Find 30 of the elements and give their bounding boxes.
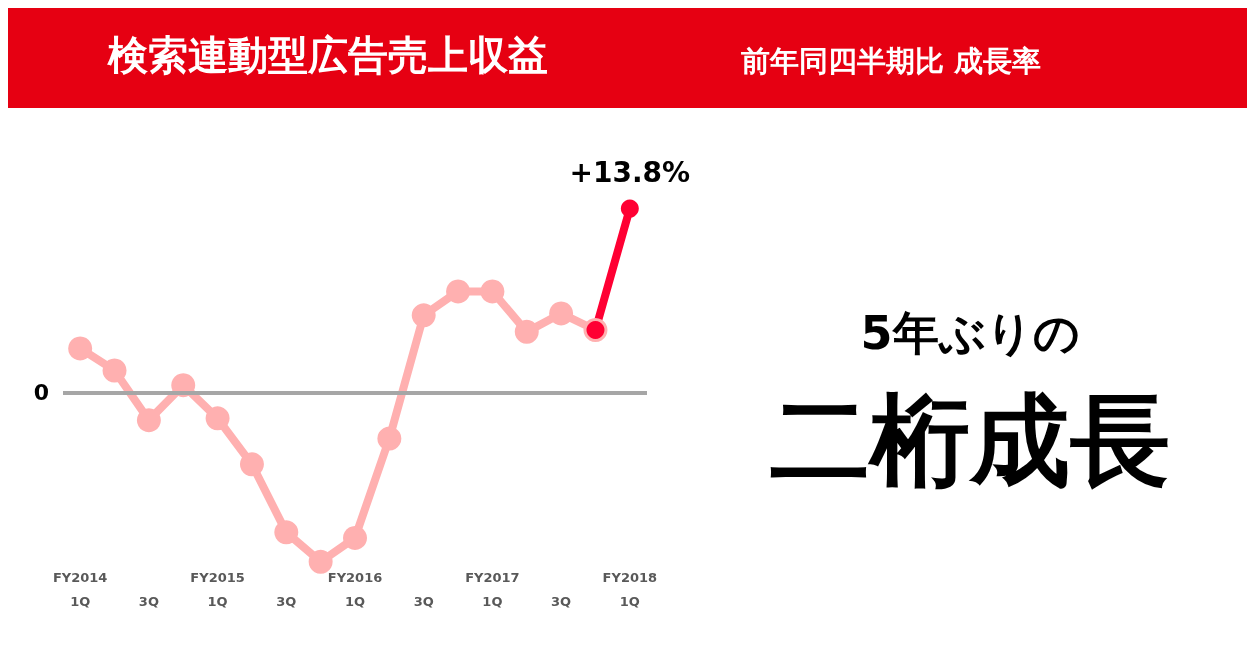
x-tick-label: 3Q — [138, 593, 159, 609]
x-tick-label: 3Q — [276, 593, 297, 609]
point — [239, 452, 264, 477]
point — [446, 279, 471, 304]
point — [102, 358, 127, 383]
point — [549, 301, 574, 326]
x-tick-label: FY2016 1Q — [327, 569, 383, 609]
x-tick-label: FY2017 1Q — [465, 569, 520, 609]
x-tick-label: FY2014 1Q — [52, 569, 108, 609]
point — [377, 426, 402, 451]
chart-title: 検索連動型広告売上収益 — [107, 32, 548, 78]
point — [308, 549, 333, 574]
point — [68, 336, 93, 361]
point — [343, 525, 367, 550]
text: 二桁成長 — [770, 381, 1170, 499]
point — [514, 319, 539, 344]
annotation: +13.8% — [569, 156, 691, 190]
point — [411, 303, 436, 328]
point — [274, 520, 299, 545]
x-tick-label: 3Q — [413, 593, 434, 609]
text: 前年同四半期比 成長率 — [740, 43, 1042, 78]
point — [620, 199, 639, 218]
x-tick-label: 3Q — [551, 593, 572, 609]
x-tick-label: FY2015 1Q — [190, 569, 245, 609]
x-tick-label: FY2018 1Q — [602, 569, 658, 609]
point — [205, 406, 230, 431]
ref-line-label: 0 — [33, 380, 49, 406]
point — [136, 408, 161, 433]
text: 5年ぶりの — [860, 306, 1080, 360]
point — [480, 279, 505, 304]
